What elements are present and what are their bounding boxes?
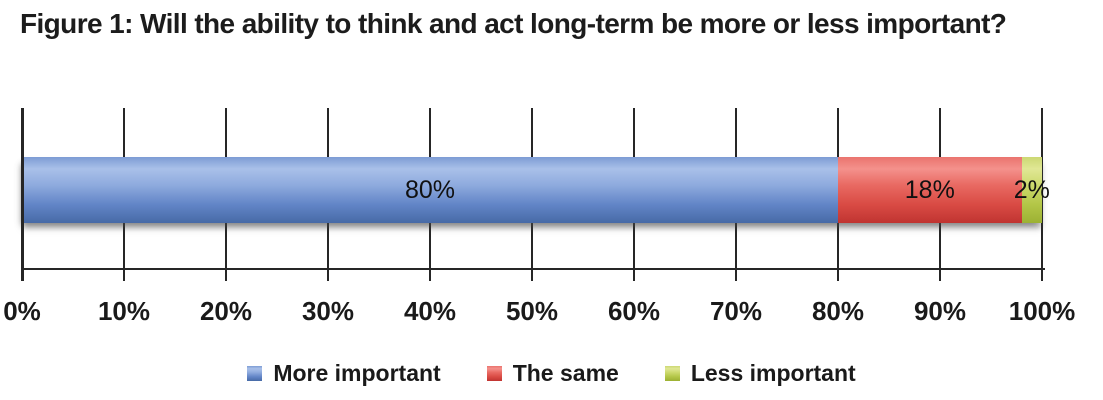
x-tick-label: 0% <box>3 296 41 326</box>
bar-segment-less-important: 2% <box>1014 157 1050 223</box>
bar-segment-more-important: 80% <box>22 157 838 223</box>
x-axis-tick-labels: 0% 10% 20% 30% 40% 50% 60% 70% 80% 90% 100% <box>3 296 1075 330</box>
legend-label: Less important <box>690 360 856 386</box>
legend-label: More important <box>273 360 441 386</box>
bar-segment-label: 2% <box>1013 176 1050 204</box>
bar-segment-label: 80% <box>404 176 456 204</box>
x-axis-line <box>21 268 1045 270</box>
x-tick-label: 50% <box>505 296 559 326</box>
x-tick-label: 60% <box>607 296 661 326</box>
plot-area: 80% 18% 2% <box>21 108 1050 281</box>
bar-segment-the-same: 18% <box>838 157 1022 223</box>
x-tick-label: 80% <box>811 296 865 326</box>
gridline <box>1041 108 1043 281</box>
bar-segment-label: 18% <box>904 176 955 204</box>
x-tick-label: 40% <box>403 296 457 326</box>
legend-swatch-icon <box>486 366 502 381</box>
stacked-bar: 80% 18% 2% <box>22 157 1050 223</box>
legend-item-more-important: More important <box>247 360 441 387</box>
x-tick-label: 90% <box>913 296 967 326</box>
gridline <box>21 108 24 281</box>
legend: More important The same Less important <box>0 360 1103 387</box>
legend-item-the-same: The same <box>486 360 619 387</box>
legend-item-less-important: Less important <box>664 360 856 387</box>
x-tick-label: 10% <box>97 296 151 326</box>
x-tick-label: 20% <box>199 296 253 326</box>
legend-swatch-icon <box>247 366 263 381</box>
x-tick-label: 30% <box>301 296 355 326</box>
x-tick-label: 70% <box>709 296 763 326</box>
legend-label: The same <box>512 360 619 386</box>
x-tick-label: 100% <box>1008 296 1076 326</box>
legend-swatch-icon <box>664 366 680 381</box>
chart-title: Figure 1: Will the ability to think and … <box>20 8 1007 39</box>
